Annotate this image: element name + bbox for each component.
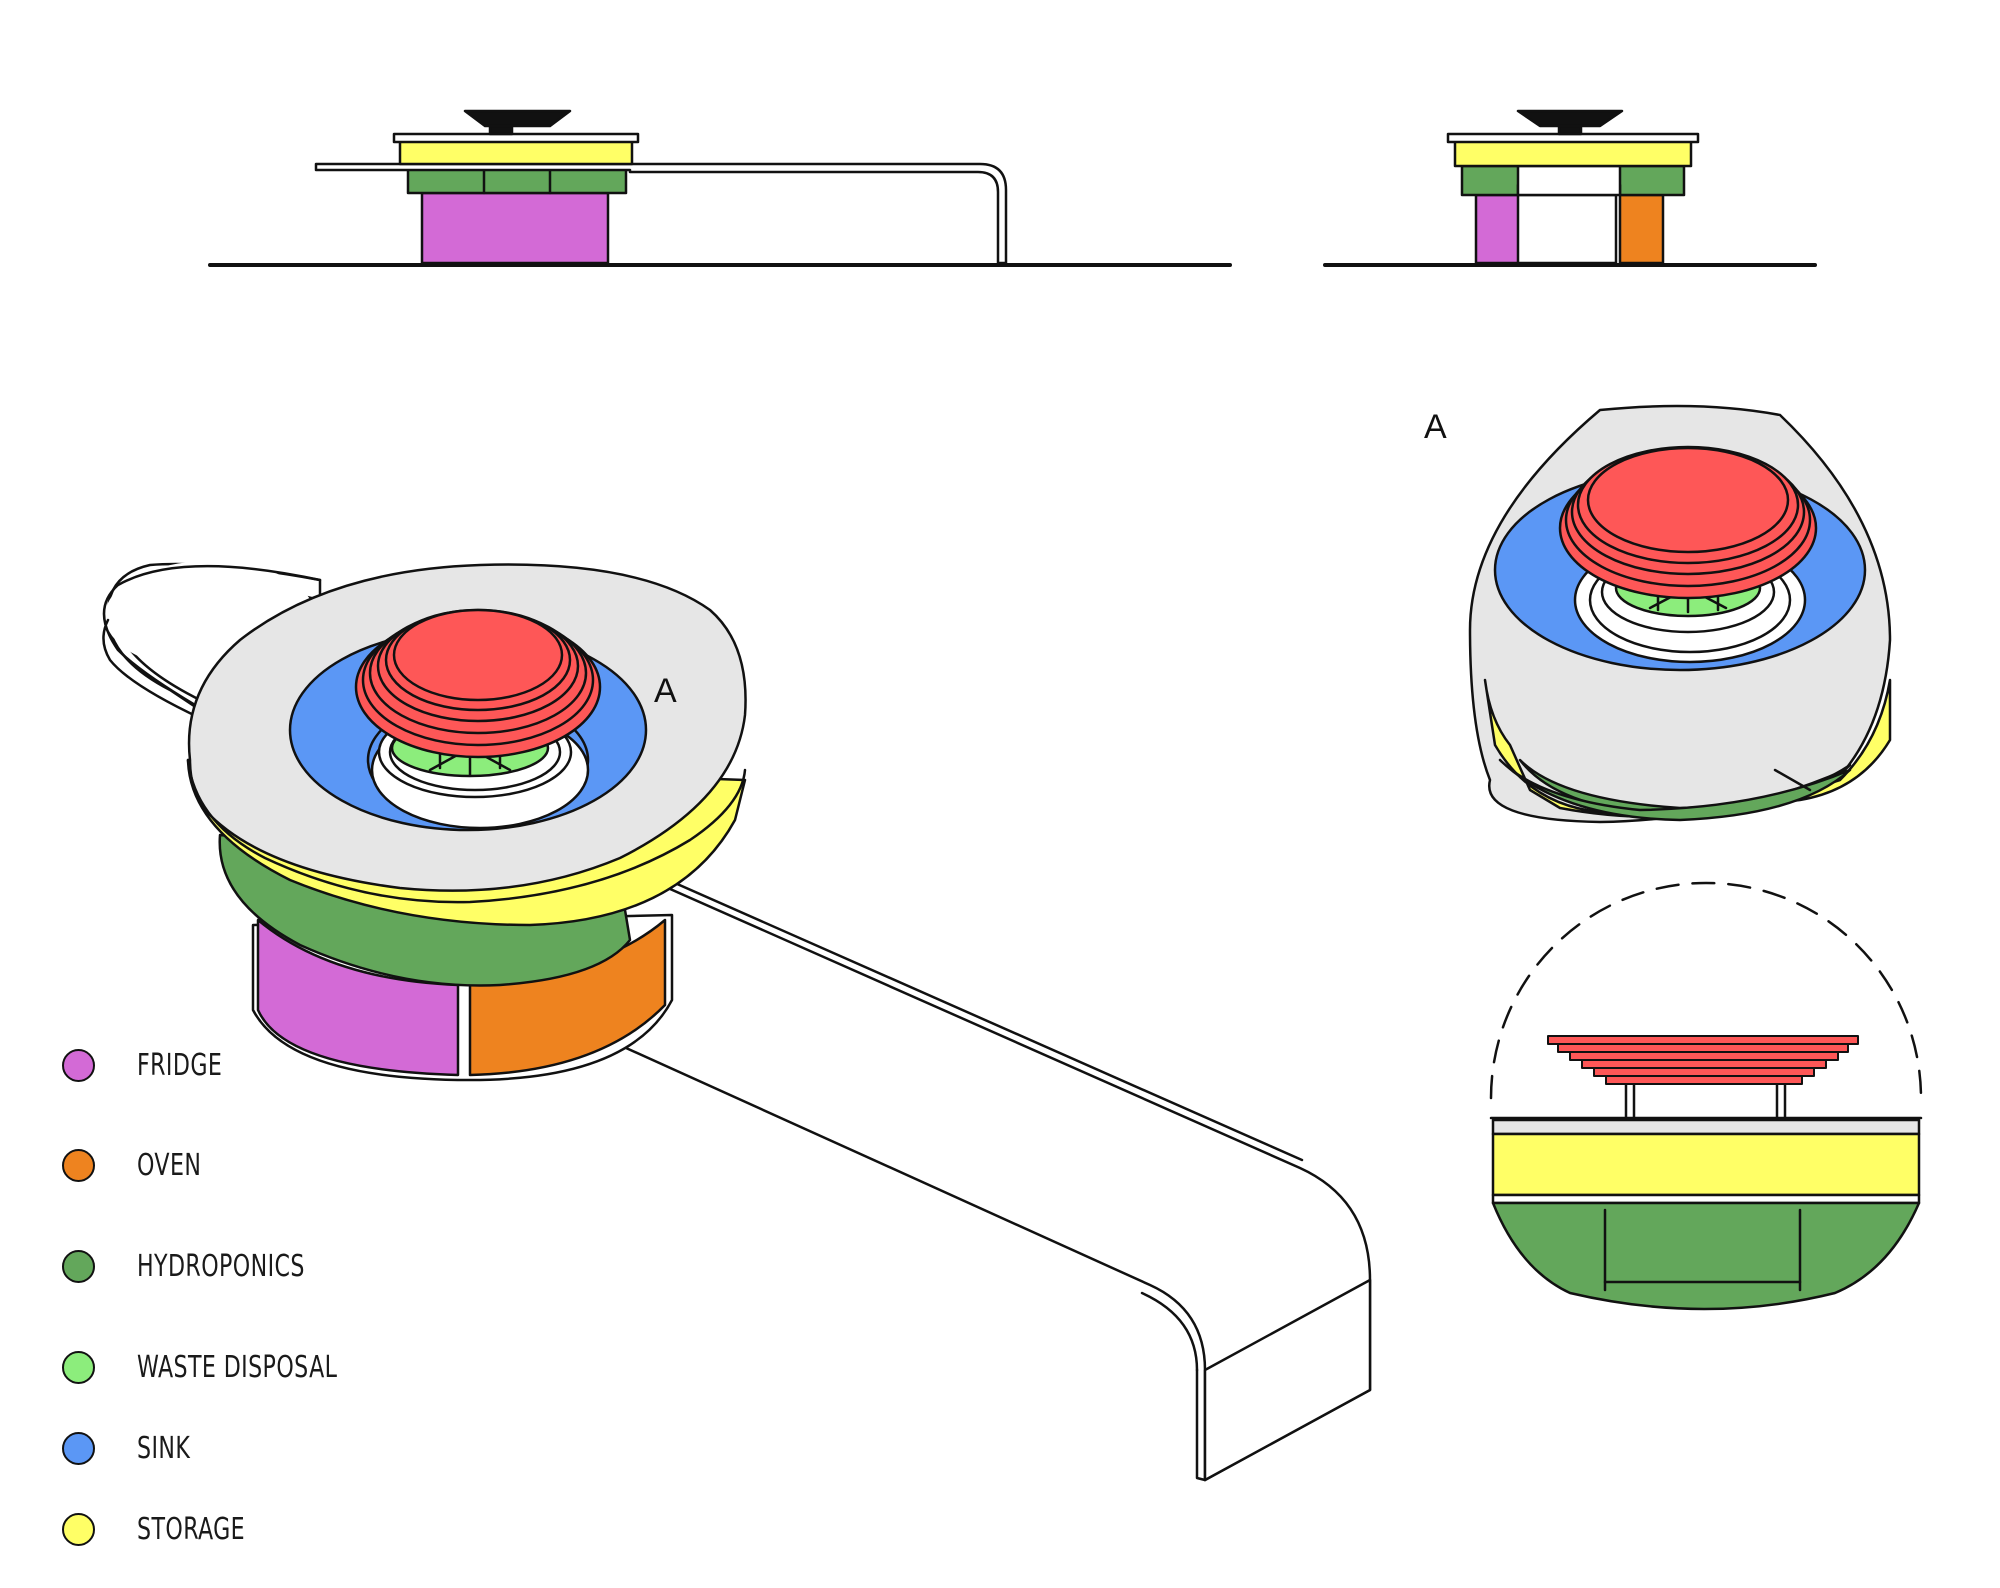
legend-label: STORAGE	[137, 1511, 246, 1547]
legend-label: WASTE DISPOSAL	[137, 1349, 338, 1385]
bench-arm	[314, 162, 1008, 265]
waste-disposal-swatch-icon	[62, 1350, 95, 1384]
fridge-swatch-icon	[62, 1048, 95, 1082]
counter-top	[392, 132, 640, 144]
legend-item-storage: STORAGE	[62, 1509, 269, 1549]
sink-swatch-icon	[62, 1431, 95, 1465]
plate-stack	[463, 109, 572, 128]
legend-item-hydroponics: HYDROPONICS	[62, 1246, 342, 1286]
axonometric-view	[102, 561, 1372, 1482]
fridge-block	[420, 191, 610, 265]
oven-swatch-icon	[62, 1148, 95, 1182]
oven-block	[1618, 193, 1665, 265]
plate-stack	[1547, 1035, 1859, 1085]
detail-a-label: A	[1424, 408, 1447, 446]
hydroponics-band	[1491, 1201, 1921, 1311]
legend-item-waste-disposal: WASTE DISPOSAL	[62, 1347, 381, 1387]
legend: FRIDGE OVEN HYDROPONICS WASTE DISPOSAL S…	[62, 1045, 462, 1565]
hydroponics-swatch-icon	[62, 1249, 95, 1283]
legend-item-sink: SINK	[62, 1428, 202, 1468]
legend-item-fridge: FRIDGE	[62, 1045, 241, 1085]
storage-band	[1491, 1132, 1921, 1197]
fridge-block	[1474, 193, 1520, 265]
plate-stack	[1516, 109, 1624, 128]
detail-a-circle	[1468, 404, 1892, 824]
section-outline	[1489, 881, 1923, 1100]
storage-swatch-icon	[62, 1512, 95, 1546]
bench-end	[1203, 1278, 1372, 1482]
legend-label: FRIDGE	[137, 1047, 223, 1083]
callout-a-label: A	[654, 672, 677, 710]
side-elevation	[208, 109, 1232, 267]
legend-label: HYDROPONICS	[137, 1248, 305, 1284]
fridge-drum	[256, 918, 460, 1077]
storage-band	[398, 139, 634, 166]
detail-section	[1489, 881, 1923, 1311]
legend-label: OVEN	[137, 1147, 202, 1183]
front-elevation	[1323, 109, 1817, 267]
hydroponics-band	[1498, 758, 1852, 822]
storage-band	[1453, 139, 1693, 168]
legend-label: SINK	[137, 1430, 191, 1466]
legend-item-oven: OVEN	[62, 1145, 215, 1185]
